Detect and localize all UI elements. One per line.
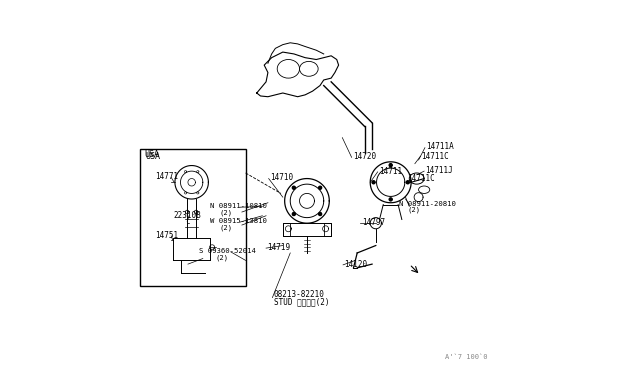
Text: 14711A: 14711A [426,142,454,151]
Text: (2): (2) [220,224,233,231]
Text: S 09360-52014: S 09360-52014 [199,248,256,254]
Text: 14797: 14797 [362,218,385,227]
Text: 14771: 14771 [156,172,179,181]
Bar [324,223,331,236]
Text: N 08911-10810: N 08911-10810 [211,203,267,209]
Polygon shape [389,198,392,201]
Text: 14710: 14710 [270,173,293,182]
Text: USA: USA [145,150,159,159]
Text: N 08911-20810: N 08911-20810 [399,201,456,207]
Text: 08213-82210: 08213-82210 [273,290,324,299]
Polygon shape [372,181,375,184]
Bar [283,223,290,236]
Text: 14719: 14719 [267,243,291,252]
Polygon shape [319,186,322,189]
Text: 22310B: 22310B [173,211,201,219]
Polygon shape [389,164,392,167]
Polygon shape [292,212,295,215]
Polygon shape [406,181,410,184]
Text: (2): (2) [216,254,229,261]
Text: (2): (2) [408,207,421,214]
Text: 14120: 14120 [344,260,367,269]
Text: (2): (2) [220,209,233,216]
Text: A'`7 100`0: A'`7 100`0 [445,354,488,360]
Text: USA: USA [145,152,160,161]
Text: 14751: 14751 [156,231,179,240]
Bar [283,223,331,236]
Text: STUD スタッド(2): STUD スタッド(2) [273,298,329,307]
Text: 14720: 14720 [353,152,376,161]
Text: W 08915-13810: W 08915-13810 [211,218,267,224]
Polygon shape [292,186,295,189]
Text: 14711C: 14711C [421,152,449,161]
Text: 14711J: 14711J [425,166,452,175]
Text: 14711: 14711 [379,167,402,176]
Polygon shape [319,212,322,215]
Text: 14711C: 14711C [408,174,435,183]
Bar [140,149,246,286]
